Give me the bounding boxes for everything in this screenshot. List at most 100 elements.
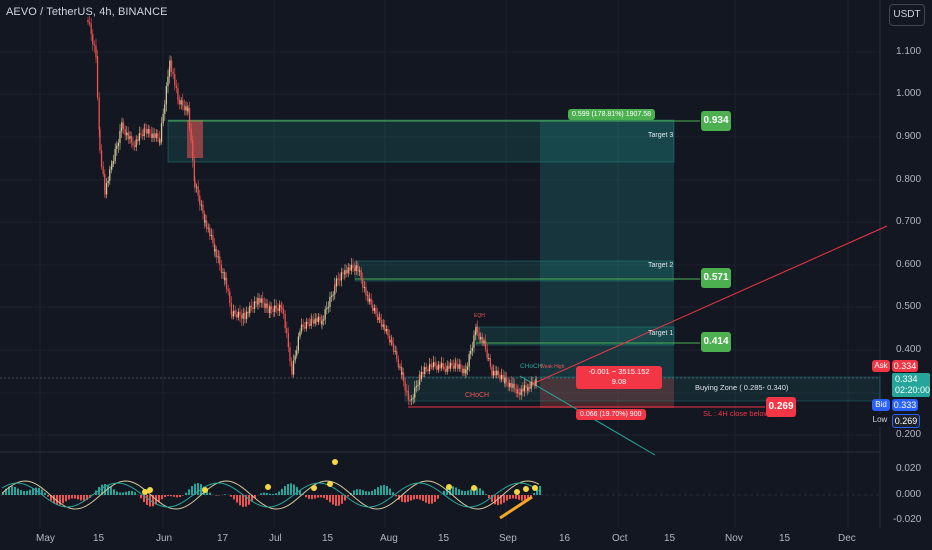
target3-zone bbox=[167, 119, 675, 163]
candle-body bbox=[237, 311, 239, 318]
target2-price-badge[interactable]: 0.571 bbox=[701, 268, 731, 288]
low-label: Low bbox=[870, 414, 890, 426]
histogram-bar bbox=[20, 490, 22, 495]
y-tick: 1.100 bbox=[896, 46, 922, 57]
histogram-bar bbox=[524, 495, 526, 501]
candle-body bbox=[314, 318, 316, 324]
histogram-bar bbox=[386, 485, 388, 495]
currency-button[interactable]: USDT bbox=[889, 4, 925, 26]
candle-body bbox=[149, 129, 151, 134]
candle-body bbox=[367, 295, 369, 302]
candle-body bbox=[475, 326, 477, 332]
candle-body bbox=[188, 108, 191, 129]
histogram-bar bbox=[26, 490, 28, 495]
candle-body bbox=[240, 315, 243, 319]
target1-zone bbox=[475, 326, 675, 346]
histogram-bar bbox=[389, 488, 391, 495]
histogram-bar bbox=[491, 495, 493, 502]
histogram-bar bbox=[407, 495, 409, 502]
candle-body bbox=[379, 317, 381, 321]
candle-body bbox=[183, 105, 185, 111]
histogram-bar bbox=[110, 487, 112, 495]
y-tick: 1.000 bbox=[896, 88, 922, 99]
candle-body bbox=[95, 56, 97, 58]
histogram-bar bbox=[38, 487, 40, 495]
candle-body bbox=[372, 304, 374, 311]
histogram-bar bbox=[383, 484, 385, 495]
x-tick: Jun bbox=[156, 533, 173, 544]
histogram-bar bbox=[254, 495, 256, 499]
x-tick: 15 bbox=[93, 533, 105, 544]
candle-body bbox=[418, 374, 421, 385]
stop-price-badge[interactable]: 0.269 bbox=[766, 397, 796, 417]
candle-body bbox=[448, 365, 450, 369]
histogram-bar bbox=[512, 495, 514, 499]
candle-body bbox=[310, 318, 312, 326]
histogram-bar bbox=[539, 485, 541, 495]
candle-body bbox=[480, 336, 482, 340]
candle-body bbox=[205, 220, 208, 229]
candle-body bbox=[116, 145, 118, 149]
histogram-bar bbox=[470, 489, 472, 495]
candle-body bbox=[494, 370, 496, 376]
candle-body bbox=[491, 366, 493, 376]
x-tick: Oct bbox=[612, 533, 628, 544]
histogram-bar bbox=[65, 495, 67, 502]
histogram-bar bbox=[365, 491, 367, 495]
target1-price-badge[interactable]: 0.414 bbox=[701, 332, 731, 352]
candle-body bbox=[155, 133, 157, 138]
candle-body bbox=[229, 291, 231, 303]
target1-label: Target 1 bbox=[648, 330, 674, 337]
candle-body bbox=[355, 265, 357, 272]
histogram-bar bbox=[527, 495, 529, 500]
histogram-bar bbox=[53, 495, 55, 504]
candle-body bbox=[466, 366, 469, 370]
candle-body bbox=[510, 382, 512, 388]
candle-body bbox=[505, 377, 508, 383]
candle-body bbox=[140, 133, 142, 135]
candle-body bbox=[224, 277, 226, 281]
histogram-bar bbox=[116, 491, 118, 495]
candle-body bbox=[517, 389, 519, 393]
candle-body bbox=[96, 56, 99, 98]
candle-body bbox=[286, 328, 288, 334]
candle-body bbox=[174, 74, 176, 86]
histogram-bar bbox=[299, 490, 301, 495]
position-stat-box: -0.001 − 3515.152 9.08 bbox=[576, 366, 662, 389]
candle-body bbox=[180, 100, 182, 105]
candle-body bbox=[375, 307, 377, 314]
histogram-bar bbox=[302, 494, 304, 495]
bid-price: 0.333 bbox=[892, 399, 918, 411]
histogram-bar bbox=[308, 495, 310, 499]
candle-body bbox=[117, 142, 119, 146]
candle-body bbox=[409, 400, 411, 402]
histogram-bar bbox=[344, 495, 346, 501]
x-tick: 17 bbox=[217, 533, 229, 544]
histogram-bar bbox=[77, 495, 79, 500]
signal-dot bbox=[532, 485, 538, 491]
candle-body bbox=[124, 128, 126, 136]
histogram-bar bbox=[323, 495, 325, 499]
signal-dot bbox=[332, 459, 338, 465]
histogram-bar bbox=[326, 495, 328, 500]
histogram-bar bbox=[503, 495, 505, 503]
histogram-bar bbox=[239, 495, 241, 506]
candle-body bbox=[177, 99, 179, 101]
candle-body bbox=[497, 370, 499, 376]
candle-body bbox=[152, 133, 154, 138]
histogram-bar bbox=[158, 495, 160, 502]
candle-body bbox=[486, 349, 488, 359]
candle-body bbox=[330, 295, 333, 297]
x-tick: 16 bbox=[559, 533, 571, 544]
candle-body bbox=[260, 298, 262, 303]
candle-body bbox=[199, 195, 201, 205]
candle-body bbox=[255, 301, 257, 303]
candle-body bbox=[358, 270, 361, 272]
histogram-bar bbox=[467, 490, 469, 495]
candle-body bbox=[107, 180, 109, 184]
histogram-bar bbox=[362, 490, 364, 495]
target3-price-badge[interactable]: 0.934 bbox=[701, 111, 731, 131]
candle-body bbox=[319, 316, 321, 321]
candle-body bbox=[425, 367, 427, 370]
